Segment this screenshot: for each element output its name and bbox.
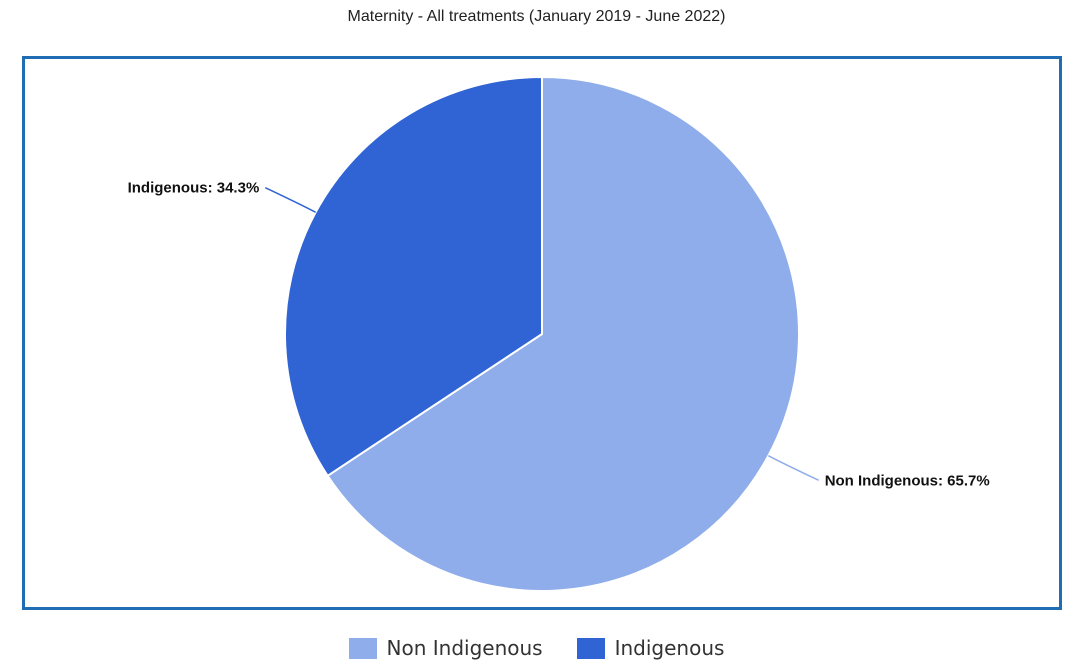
leader-line-indigenous [264, 187, 316, 213]
chart-title: Maternity - All treatments (January 2019… [347, 8, 726, 25]
leader-line-non-indigenous [768, 455, 820, 481]
slice-label-non-indigenous: Non Indigenous: 65.7% [825, 472, 990, 489]
pie-slice-indigenous[interactable] [284, 75, 543, 478]
pie-chart: Non Indigenous: 65.7% Indigenous: 34.3% [128, 75, 990, 592]
legend-item-non-indigenous[interactable]: Non Indigenous [348, 636, 543, 660]
legend: Non Indigenous Indigenous [0, 636, 1073, 660]
plot-area: Non Indigenous: 65.7% Indigenous: 34.3% [22, 56, 1062, 610]
legend-swatch-non-indigenous [348, 637, 377, 659]
legend-label-non-indigenous: Non Indigenous [386, 636, 543, 660]
legend-swatch-indigenous [576, 637, 605, 659]
legend-label-indigenous: Indigenous [614, 636, 725, 660]
legend-item-indigenous[interactable]: Indigenous [576, 636, 725, 660]
slice-label-indigenous: Indigenous: 34.3% [128, 180, 260, 197]
